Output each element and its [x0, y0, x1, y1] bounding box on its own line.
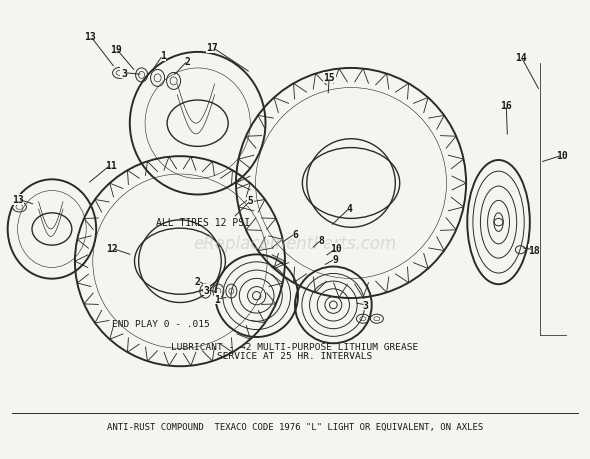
Text: 1: 1 [160, 51, 166, 61]
Text: 6: 6 [292, 229, 298, 239]
Text: 18: 18 [528, 245, 540, 255]
Text: 12: 12 [106, 244, 118, 254]
Text: 19: 19 [110, 45, 122, 55]
Text: 14: 14 [515, 52, 527, 62]
Text: 10: 10 [556, 151, 568, 161]
Text: ANTI-RUST COMPOUND  TEXACO CODE 1976 "L" LIGHT OR EQUIVALENT, ON AXLES: ANTI-RUST COMPOUND TEXACO CODE 1976 "L" … [107, 422, 483, 431]
Text: 4: 4 [346, 204, 352, 214]
Text: END PLAY 0 - .015: END PLAY 0 - .015 [112, 319, 210, 328]
Text: 5: 5 [248, 196, 254, 206]
Text: 2: 2 [195, 276, 201, 286]
Text: 17: 17 [206, 43, 218, 53]
Text: 13: 13 [84, 32, 96, 42]
Text: 1: 1 [214, 294, 220, 304]
Text: eReplacementParts.com: eReplacementParts.com [194, 234, 396, 252]
Text: 16: 16 [500, 101, 512, 111]
Text: 15: 15 [323, 73, 335, 83]
Text: 11: 11 [105, 160, 117, 170]
Text: ALL TIRES 12 PSI: ALL TIRES 12 PSI [156, 218, 250, 228]
Text: 13: 13 [12, 195, 24, 205]
Text: 3: 3 [121, 68, 127, 78]
Text: 2: 2 [185, 56, 191, 67]
Text: 3: 3 [363, 300, 369, 310]
Text: 9: 9 [332, 254, 338, 264]
Text: 8: 8 [319, 235, 324, 245]
Text: 3: 3 [204, 285, 209, 295]
Text: 10: 10 [330, 244, 342, 254]
Text: SERVICE AT 25 HR. INTERVALS: SERVICE AT 25 HR. INTERVALS [217, 351, 373, 360]
Text: LUBRICANT - →2 MULTI-PURPOSE LITHIUM GREASE: LUBRICANT - →2 MULTI-PURPOSE LITHIUM GRE… [171, 342, 419, 351]
